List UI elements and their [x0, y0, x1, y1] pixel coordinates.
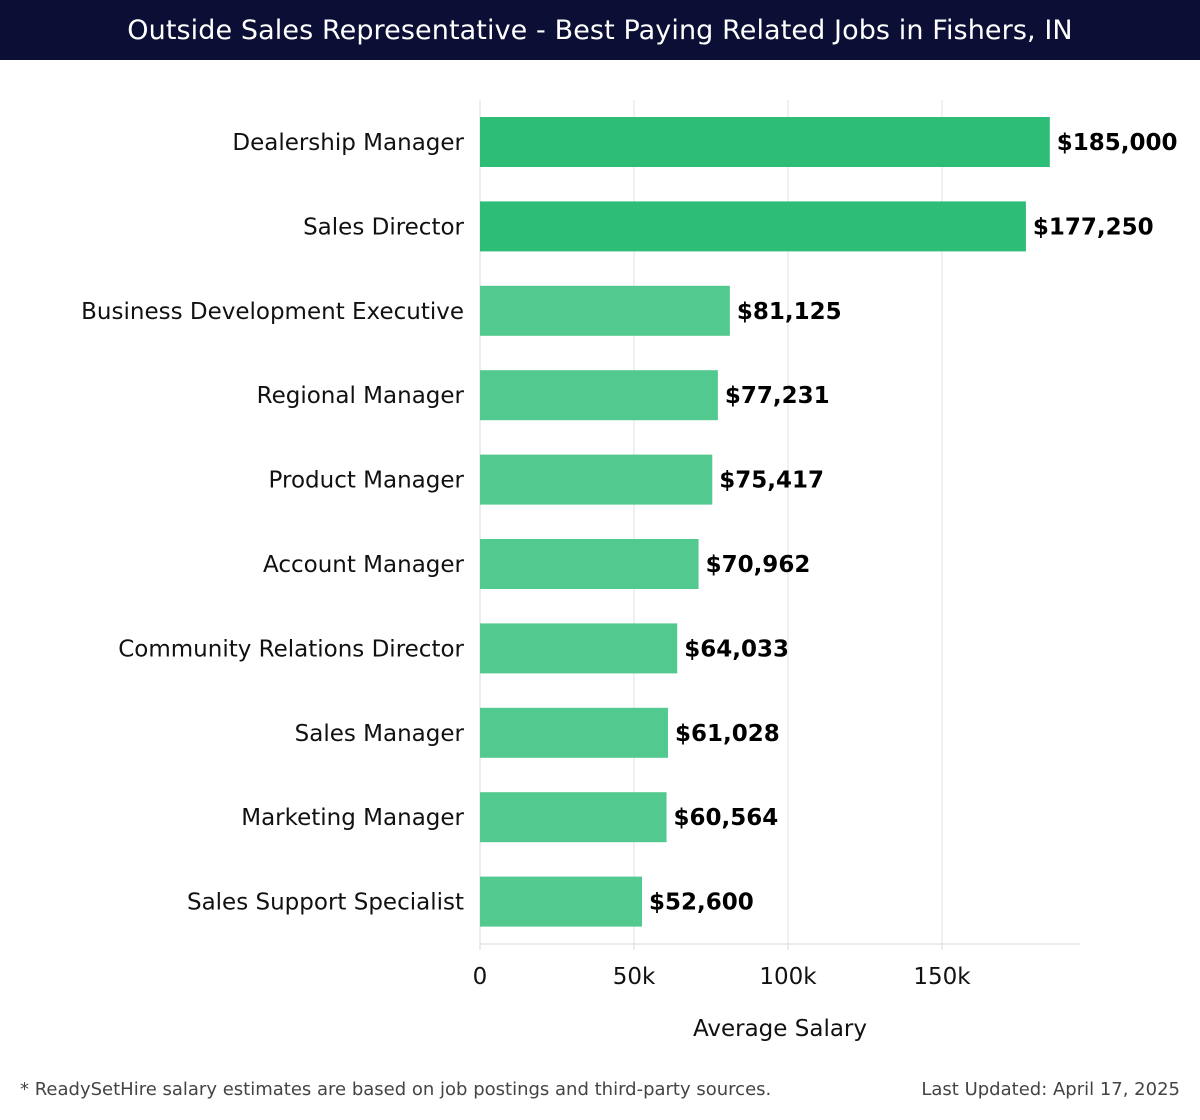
category-label-2: Business Development Executive: [81, 299, 464, 325]
x-tick-label-3: 150k: [913, 964, 971, 990]
x-tick-label-2: 100k: [759, 964, 817, 990]
x-axis-label: Average Salary: [693, 1016, 867, 1042]
bar-5: [480, 539, 699, 589]
chart-area: Dealership Manager $185,000 Sales Director…: [0, 60, 1200, 1060]
category-label-0: Dealership Manager: [232, 130, 464, 156]
value-label-1: $177,250: [1033, 214, 1154, 240]
bar-2: [480, 285, 730, 336]
x-tick-label-1: 50k: [613, 964, 656, 990]
bar-8: [480, 792, 667, 843]
category-label-9: Sales Support Specialist: [187, 890, 464, 916]
value-label-8: $60,564: [674, 805, 779, 831]
chart-title-bar: Outside Sales Representative - Best Payi…: [0, 0, 1200, 60]
category-label-6: Community Relations Director: [118, 636, 464, 662]
bar-6: [480, 623, 678, 674]
salary-bar-chart: Dealership Manager $185,000 Sales Director…: [81, 100, 1178, 1042]
x-tick-label-0: 0: [473, 964, 488, 990]
bar-4: [480, 454, 713, 505]
category-label-5: Account Manager: [263, 552, 465, 578]
value-label-7: $61,028: [675, 721, 780, 747]
value-label-6: $64,033: [684, 636, 789, 662]
value-label-2: $81,125: [737, 299, 842, 325]
value-label-4: $75,417: [719, 468, 824, 494]
category-label-3: Regional Manager: [257, 383, 465, 409]
footer-note: * ReadySetHire salary estimates are base…: [20, 1079, 772, 1100]
value-label-0: $185,000: [1057, 130, 1178, 156]
category-label-4: Product Manager: [269, 468, 465, 494]
bar-3: [480, 370, 718, 421]
value-label-9: $52,600: [649, 890, 754, 916]
category-label-1: Sales Director: [303, 214, 464, 240]
chart-title: Outside Sales Representative - Best Payi…: [127, 14, 1073, 46]
bar-0: [480, 117, 1050, 167]
bar-9: [480, 876, 643, 927]
value-label-5: $70,962: [706, 552, 811, 578]
category-label-7: Sales Manager: [295, 721, 465, 747]
value-label-3: $77,231: [725, 383, 830, 409]
footer-updated: Last Updated: April 17, 2025: [921, 1079, 1180, 1100]
bar-1: [480, 201, 1026, 252]
category-label-8: Marketing Manager: [241, 805, 464, 831]
bar-7: [480, 707, 668, 758]
